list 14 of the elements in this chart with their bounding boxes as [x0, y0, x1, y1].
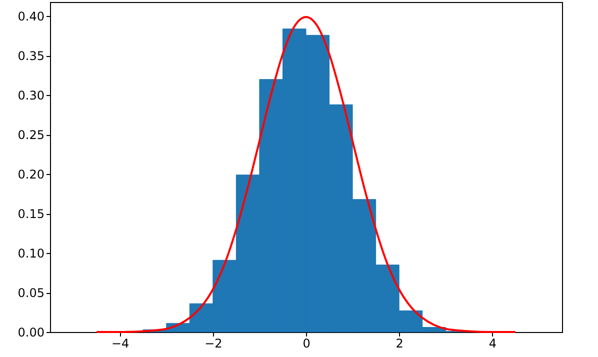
y-tick-label: 0.10 — [18, 246, 44, 261]
y-tick-label: 0.05 — [18, 286, 44, 300]
x-tick-label: 4 — [488, 336, 496, 350]
x-tick-label: −4 — [111, 336, 130, 350]
y-tick-label: 0.00 — [18, 326, 44, 340]
x-tick-label: −2 — [204, 336, 222, 350]
y-tick-label: 0.20 — [18, 168, 44, 182]
x-tick-label: 0 — [302, 336, 310, 350]
y-tick-label: 0.40 — [18, 10, 44, 24]
y-tick-label: 0.15 — [18, 207, 44, 222]
y-tick-label: 0.35 — [18, 49, 44, 64]
y-tick-label: 0.25 — [18, 128, 44, 142]
x-tick-label: 2 — [396, 336, 404, 350]
y-tick-label: 0.30 — [18, 88, 44, 103]
